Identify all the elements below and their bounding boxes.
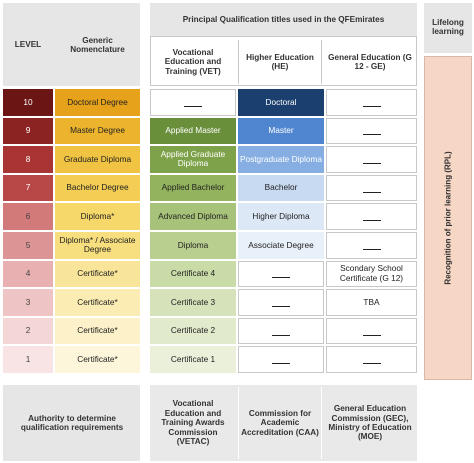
level-cell: 1 <box>3 346 53 373</box>
he-cell <box>238 260 324 288</box>
level-cell: 10 <box>3 89 53 116</box>
empty-dash <box>362 248 381 250</box>
generic-cell: Bachelor Degree <box>55 174 140 202</box>
generic-cell: Master Degree <box>55 117 140 145</box>
ge-cell <box>326 317 417 345</box>
empty-dash <box>362 334 381 336</box>
vet-cell: Applied Bachelor <box>150 174 236 202</box>
level-cell: 9 <box>3 117 53 145</box>
ge-cell <box>326 232 417 259</box>
generic-cell: Certificate* <box>55 317 140 345</box>
he-cell: Postgraduate Diploma <box>238 146 324 173</box>
vet-cell: Certificate 1 <box>150 346 236 373</box>
header-generic-nomenclature: Generic Nomenclature <box>70 35 125 54</box>
ge-cell <box>326 89 417 116</box>
ge-cell <box>326 174 417 202</box>
vet-cell: Diploma <box>150 232 236 259</box>
generic-cell: Doctoral Degree <box>55 89 140 116</box>
ge-cell <box>326 203 417 230</box>
empty-dash <box>184 105 202 107</box>
vet-cell: Applied Graduate Diploma <box>150 146 236 173</box>
header-left-bar <box>3 3 140 86</box>
vet-cell: Applied Master <box>150 117 236 145</box>
footer-gec: General Education Commission (GEC), Mini… <box>328 404 412 442</box>
vet-cell: Certificate 3 <box>150 289 236 316</box>
generic-cell: Certificate* <box>55 346 140 373</box>
header-he: Higher Education (HE) <box>238 40 322 84</box>
rpl-label: Recognition of prior learning (RPL) <box>443 151 453 285</box>
he-cell: Associate Degree <box>238 232 324 259</box>
header-principal-bar <box>150 3 417 36</box>
empty-dash <box>272 334 290 336</box>
level-cell: 2 <box>3 317 53 345</box>
vet-cell: Certificate 4 <box>150 260 236 288</box>
he-cell <box>238 317 324 345</box>
generic-cell: Certificate* <box>55 260 140 288</box>
footer-vetac: Vocational Education and Training Awards… <box>161 399 225 447</box>
generic-cell: Diploma* / Associate Degree <box>55 232 140 259</box>
empty-dash <box>362 162 381 164</box>
vet-cell: Advanced Diploma <box>150 203 236 230</box>
footer-authority: Authority to determine qualification req… <box>20 413 124 432</box>
rpl-column: Recognition of prior learning (RPL) <box>424 56 472 380</box>
level-cell: 6 <box>3 203 53 230</box>
footer-commissions-box <box>150 385 417 461</box>
vet-cell: Certificate 2 <box>150 317 236 345</box>
level-cell: 8 <box>3 146 53 173</box>
generic-cell: Diploma* <box>55 203 140 230</box>
generic-cell: Certificate* <box>55 289 140 316</box>
header-lifelong-bar <box>424 3 472 53</box>
he-cell <box>238 346 324 373</box>
level-cell: 5 <box>3 232 53 259</box>
ge-cell <box>326 117 417 145</box>
empty-dash <box>362 191 381 193</box>
level-cell: 3 <box>3 289 53 316</box>
he-cell: Doctoral <box>238 89 324 116</box>
footer-caa: Commission for Academic Accreditation (C… <box>238 387 322 459</box>
empty-dash <box>272 305 290 307</box>
header-vet: Vocational Education and Training (VET) <box>164 47 222 76</box>
ge-cell <box>326 346 417 373</box>
header-subcolumns-box <box>150 36 417 86</box>
ge-cell: Scondary School Certificate (G 12) <box>326 260 417 288</box>
he-cell: Bachelor <box>238 174 324 202</box>
empty-dash <box>362 363 381 365</box>
empty-dash <box>362 134 381 136</box>
generic-cell: Graduate Diploma <box>55 146 140 173</box>
he-cell <box>238 289 324 316</box>
empty-dash <box>272 363 290 365</box>
ge-cell <box>326 146 417 173</box>
empty-dash <box>362 220 381 222</box>
ge-cell: TBA <box>326 289 417 316</box>
he-cell: Higher Diploma <box>238 203 324 230</box>
header-level: LEVEL <box>14 40 42 50</box>
header-principal-titles: Principal Qualification titles used in t… <box>182 14 385 24</box>
level-cell: 4 <box>3 260 53 288</box>
level-cell: 7 <box>3 174 53 202</box>
header-lifelong-learning: Lifelong learning <box>432 17 464 36</box>
footer-authority-bar <box>3 385 140 461</box>
he-cell: Master <box>238 117 324 145</box>
empty-dash <box>362 105 381 107</box>
vet-cell <box>150 89 236 116</box>
header-ge: General Education (G 12 - GE) <box>328 52 412 71</box>
empty-dash <box>272 277 290 279</box>
